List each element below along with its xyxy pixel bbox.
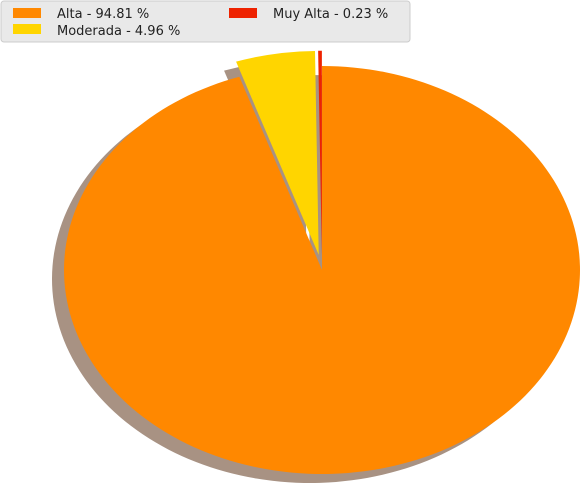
pie-slices: [63, 50, 580, 474]
legend-swatch-alta: [13, 8, 41, 18]
legend-label-muy-alta: Muy Alta - 0.23 %: [273, 7, 388, 22]
legend-swatch-moderada: [13, 24, 41, 34]
legend-label-alta: Alta - 94.81 %: [57, 7, 149, 22]
legend: Alta - 94.81 % Moderada - 4.96 % Muy Alt…: [0, 0, 411, 43]
legend-swatch-muy-alta: [229, 8, 257, 18]
slice-alta: [63, 66, 580, 474]
legend-label-moderada: Moderada - 4.96 %: [57, 24, 180, 39]
legend-frame: [0, 0, 411, 43]
slice-moderada: [236, 50, 319, 255]
slice-muy-alta: [318, 50, 322, 255]
